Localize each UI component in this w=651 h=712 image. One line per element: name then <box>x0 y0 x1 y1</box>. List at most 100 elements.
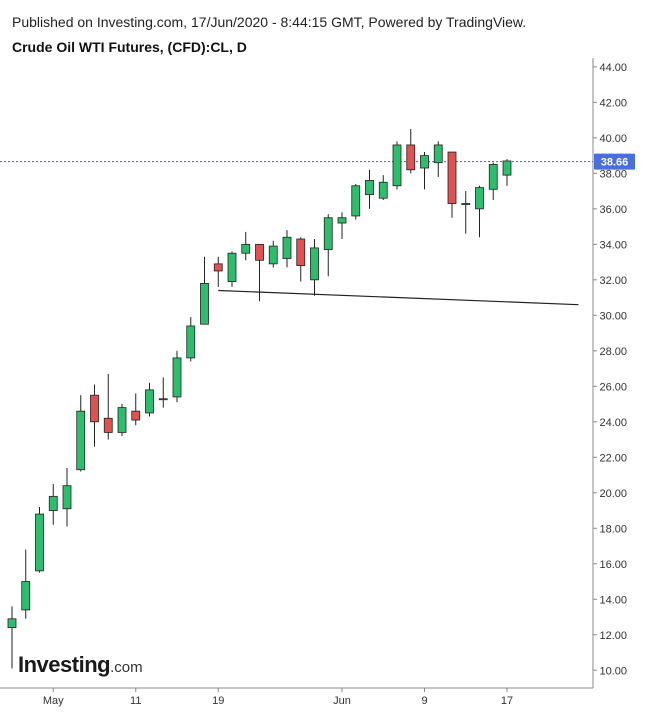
candle-body <box>35 513 44 572</box>
candle-body <box>392 144 402 187</box>
x-tick-label: 9 <box>421 695 427 707</box>
candle <box>200 256 209 325</box>
candle <box>131 393 141 426</box>
y-tick-label: 28.00 <box>599 346 627 358</box>
candle <box>406 128 416 174</box>
candle <box>255 243 264 302</box>
candle-body <box>131 410 141 421</box>
candle-body <box>227 252 237 283</box>
candle-body <box>255 243 264 261</box>
candle-body <box>21 581 31 611</box>
chart-title: Crude Oil WTI Futures, (CFD):CL, D <box>12 39 247 55</box>
y-tick-label: 10.00 <box>599 665 627 677</box>
candle-body <box>241 243 251 254</box>
candle <box>145 382 154 417</box>
candle-body <box>310 247 319 281</box>
y-tick-label: 42.00 <box>599 97 627 109</box>
y-tick-label: 44.00 <box>599 62 627 74</box>
candle-body <box>90 394 99 423</box>
last-price-tag <box>594 153 635 170</box>
candle <box>213 256 223 287</box>
candle <box>447 151 457 218</box>
candle-body <box>213 263 223 272</box>
candle-body <box>76 410 86 471</box>
candle <box>475 185 484 238</box>
y-tick-label: 12.00 <box>599 630 627 642</box>
candle-body <box>186 325 196 359</box>
y-tick-label: 30.00 <box>599 310 627 322</box>
candles-layer <box>7 128 512 669</box>
candle-body <box>337 217 347 224</box>
y-tick-label: 34.00 <box>599 239 627 251</box>
candle <box>282 230 292 268</box>
y-tick-label: 32.00 <box>599 275 627 287</box>
x-tick-label: Jun <box>333 695 351 707</box>
candle <box>502 159 512 186</box>
y-tick-label: 26.00 <box>599 381 627 393</box>
candle-body <box>282 236 292 259</box>
candle <box>310 239 319 296</box>
candle-body <box>475 187 484 210</box>
y-tick-label: 18.00 <box>599 523 627 535</box>
candle <box>21 549 31 619</box>
logo-main: Investing <box>18 652 111 677</box>
investing-logo: Investing.com <box>18 652 143 678</box>
chart-axes <box>0 58 597 692</box>
candle-body <box>420 155 429 169</box>
candle <box>351 184 361 220</box>
last-price-label: 38.66 <box>601 157 629 169</box>
candle-body <box>447 151 457 204</box>
candle-body <box>200 282 209 325</box>
candle <box>186 317 196 362</box>
candle <box>62 467 72 527</box>
y-tick-label: 24.00 <box>599 417 627 429</box>
chart-header: Published on Investing.com, 17/Jun/2020 … <box>12 12 526 57</box>
candle-body <box>365 180 374 196</box>
x-tick-label: May <box>43 695 64 707</box>
tick-labels-layer: 44.00 42.00 40.00 38.00 36.00 34.00 32.00 30.00… <box>43 62 627 707</box>
candle-body <box>351 185 361 217</box>
candle-body <box>461 203 471 205</box>
price-line-layer: 38.66 <box>0 153 635 170</box>
candle <box>90 384 99 447</box>
y-tick-label: 38.00 <box>599 168 627 180</box>
candle <box>117 404 127 436</box>
candle-body <box>488 164 498 190</box>
candle-body <box>48 495 58 511</box>
candle-body <box>117 407 127 433</box>
candle <box>35 506 44 573</box>
candle <box>392 141 402 190</box>
candle-body <box>172 357 182 398</box>
candle <box>378 175 388 200</box>
x-tick-label: 17 <box>501 695 513 707</box>
candle <box>296 237 306 282</box>
candle <box>420 152 429 190</box>
x-tick-label: 11 <box>130 695 141 707</box>
candle-body <box>296 238 306 267</box>
candle <box>433 141 443 177</box>
trendline-layer <box>218 289 579 306</box>
y-tick-label: 40.00 <box>599 133 627 145</box>
candle <box>158 377 168 408</box>
candle-body <box>406 144 416 171</box>
candle-body <box>158 398 168 401</box>
candle-body <box>145 389 154 414</box>
candle <box>103 373 113 440</box>
candle <box>268 240 278 268</box>
x-tick-label: 19 <box>212 695 224 707</box>
candle <box>172 350 182 403</box>
candle-body <box>62 485 72 510</box>
candle <box>227 251 237 287</box>
candle <box>241 231 251 261</box>
candle <box>323 214 333 277</box>
published-note: Published on Investing.com, 17/Jun/2020 … <box>12 14 527 30</box>
y-tick-label: 16.00 <box>599 559 627 571</box>
logo-suffix: .com <box>110 659 143 676</box>
candle-body <box>268 245 278 265</box>
candle <box>461 191 471 234</box>
candle-body <box>433 144 443 164</box>
candle <box>337 212 347 240</box>
candle-body <box>502 160 512 176</box>
candle <box>488 162 498 200</box>
